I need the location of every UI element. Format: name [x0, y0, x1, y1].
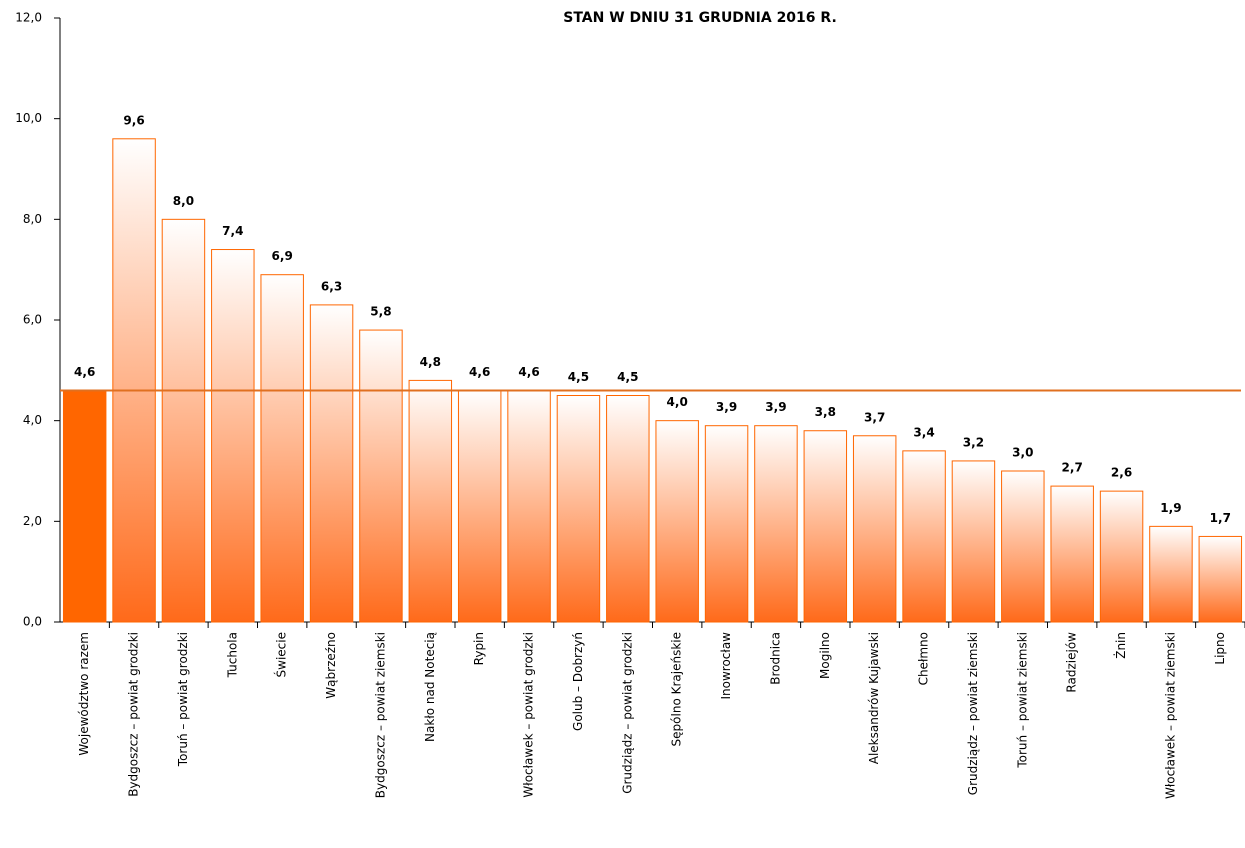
x-tick-label: Chełmno — [917, 632, 931, 685]
bar — [655, 420, 699, 623]
x-tick-label: Mogilno — [818, 632, 832, 679]
bar — [161, 218, 206, 623]
bar — [1198, 535, 1243, 623]
bar — [803, 430, 848, 623]
bar — [507, 389, 551, 623]
x-tick-label: Toruń – powiat grodzki — [176, 632, 190, 767]
value-label: 4,6 — [74, 365, 95, 379]
x-tick-label: Inowrocław — [719, 632, 733, 700]
x-tick-label: Nakło nad Notecią — [423, 632, 437, 742]
x-tick-label: Tuchola — [225, 632, 239, 678]
bar — [62, 389, 107, 623]
x-tick-label: Bydgoszcz – powiat ziemski — [373, 632, 387, 798]
x-tick-label: Sępólno Krajeńskie — [670, 632, 684, 746]
value-label: 9,6 — [123, 113, 144, 127]
x-tick-label: Bydgoszcz – powiat grodzki — [127, 632, 141, 797]
y-tick-label: 0,0 — [23, 615, 42, 629]
bar — [309, 304, 354, 623]
bar — [457, 389, 502, 623]
value-label: 1,9 — [1160, 501, 1181, 515]
y-tick-label: 8,0 — [23, 212, 42, 226]
x-tick-label: Lipno — [1213, 632, 1227, 665]
bar — [1149, 525, 1193, 623]
x-tick-label: Toruń – powiat ziemski — [1015, 632, 1029, 769]
bar — [902, 450, 946, 623]
value-label: 6,9 — [272, 249, 293, 263]
x-tick-label: Golub – Dobrzyń — [571, 632, 585, 731]
value-label: 3,8 — [815, 405, 836, 419]
value-label: 6,3 — [321, 279, 342, 293]
bar — [556, 395, 601, 623]
x-tick-label: Włocławek – powiat ziemski — [1163, 632, 1177, 799]
value-label: 4,6 — [469, 365, 490, 379]
bar — [606, 395, 650, 623]
bar — [704, 425, 749, 623]
bar — [408, 379, 453, 623]
bar — [852, 435, 897, 623]
bar — [951, 460, 996, 623]
bar — [211, 249, 255, 623]
value-label: 4,8 — [420, 355, 441, 369]
value-label: 2,6 — [1111, 466, 1132, 480]
x-tick-label: Grudziądz – powiat ziemski — [966, 632, 980, 795]
x-tick-label: Włocławek – powiat grodzki — [522, 632, 536, 798]
value-label: 4,0 — [667, 395, 688, 409]
bar — [1001, 470, 1045, 623]
value-label: 3,0 — [1012, 446, 1033, 460]
y-tick-label: 12,0 — [15, 11, 42, 25]
bar — [1050, 485, 1094, 623]
value-label: 8,0 — [173, 194, 194, 208]
bar — [1099, 490, 1144, 623]
x-tick-label: Województwo razem — [77, 632, 91, 756]
x-tick-label: Grudziądz – powiat grodzki — [620, 632, 634, 794]
x-tick-label: Radziejów — [1065, 632, 1079, 693]
value-label: 3,9 — [765, 400, 786, 414]
value-label: 7,4 — [222, 224, 243, 238]
y-tick-label: 4,0 — [23, 413, 42, 427]
bar — [754, 425, 798, 623]
value-label: 2,7 — [1062, 461, 1083, 475]
chart-title: STAN W DNIU 31 GRUDNIA 2016 R. — [563, 10, 837, 26]
value-label: 4,5 — [617, 370, 638, 384]
x-tick-label: Aleksandrów Kujawski — [867, 632, 881, 764]
x-tick-label: Żnin — [1113, 632, 1128, 659]
value-label: 3,2 — [963, 435, 984, 449]
x-tick-label: Rypin — [472, 632, 486, 665]
y-tick-label: 2,0 — [23, 514, 42, 528]
y-tick-label: 6,0 — [23, 313, 42, 327]
x-tick-label: Świecie — [274, 632, 289, 677]
x-tick-label: Brodnica — [768, 632, 782, 685]
value-label: 1,7 — [1210, 511, 1231, 525]
bar — [359, 329, 403, 623]
y-tick-label: 10,0 — [15, 111, 42, 125]
value-label: 3,7 — [864, 410, 885, 424]
value-label: 5,8 — [370, 305, 391, 319]
x-tick-label: Wąbrzeźno — [324, 632, 338, 699]
value-label: 4,5 — [568, 370, 589, 384]
value-label: 3,9 — [716, 400, 737, 414]
value-label: 4,6 — [518, 365, 539, 379]
value-label: 3,4 — [913, 425, 934, 439]
bar — [260, 274, 304, 623]
bar — [112, 138, 156, 623]
